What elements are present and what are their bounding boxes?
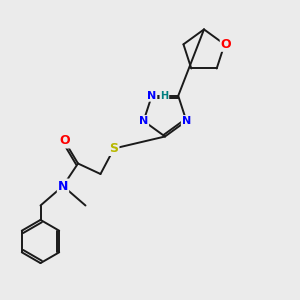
Text: O: O: [59, 134, 70, 148]
Text: N: N: [147, 91, 156, 101]
Text: O: O: [221, 38, 231, 51]
Text: N: N: [182, 116, 191, 126]
Text: S: S: [110, 142, 118, 155]
Text: N: N: [139, 116, 148, 126]
Text: H: H: [160, 91, 168, 101]
Text: N: N: [58, 179, 68, 193]
